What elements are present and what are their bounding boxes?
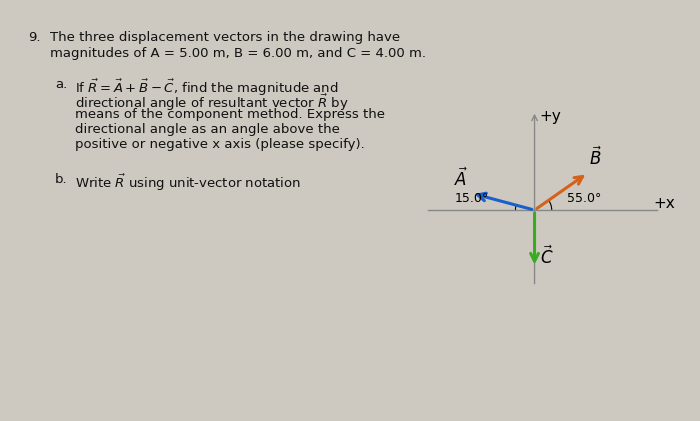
Text: $\vec{B}$: $\vec{B}$ [589,147,603,169]
Text: 55.0°: 55.0° [566,192,601,205]
Text: The three displacement vectors in the drawing have: The three displacement vectors in the dr… [50,31,400,44]
Text: If $\vec{R} = \vec{A} + \vec{B} - \vec{C}$, find the magnitude and: If $\vec{R} = \vec{A} + \vec{B} - \vec{C… [75,78,339,99]
Text: 15.0°: 15.0° [454,192,489,205]
Text: positive or negative x axis (please specify).: positive or negative x axis (please spec… [75,138,365,151]
Text: magnitudes of A = 5.00 m, B = 6.00 m, and C = 4.00 m.: magnitudes of A = 5.00 m, B = 6.00 m, an… [50,47,426,60]
Text: 9.: 9. [28,31,41,44]
Text: a.: a. [55,78,67,91]
Text: $\vec{A}$: $\vec{A}$ [454,167,468,190]
Text: $\vec{C}$: $\vec{C}$ [540,245,554,268]
Text: Write $\vec{R}$ using unit-vector notation: Write $\vec{R}$ using unit-vector notati… [75,173,301,193]
Text: +x: +x [653,197,675,211]
Text: +y: +y [539,109,561,124]
Text: means of the component method. Express the: means of the component method. Express t… [75,108,385,121]
Text: directional angle as an angle above the: directional angle as an angle above the [75,123,340,136]
Text: directional angle of resultant vector $\vec{R}$ by: directional angle of resultant vector $\… [75,93,349,113]
Text: b.: b. [55,173,68,186]
